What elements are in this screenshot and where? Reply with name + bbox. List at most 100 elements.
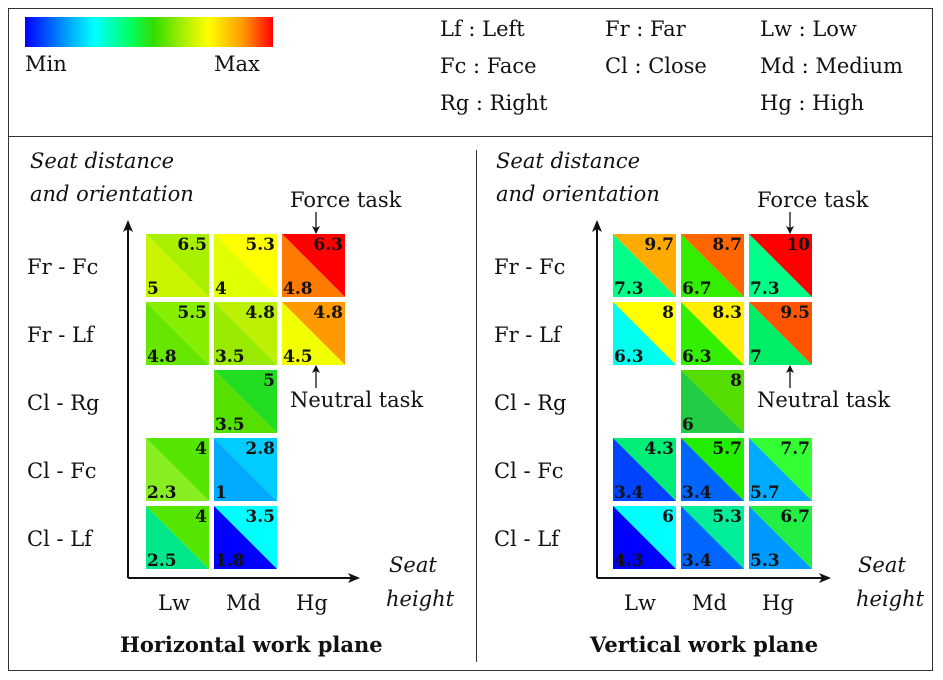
cell-p0-r0-c1: 5.34 [214, 234, 277, 299]
right-col-label-1: Md [692, 591, 727, 615]
neutral-triangle [613, 302, 676, 365]
cell-p0-r4-c0: 42.5 [146, 506, 209, 571]
neutral-value-label: 2.5 [147, 551, 177, 571]
right-row-label-1: Fr - Lf [494, 323, 561, 347]
cell-p1-r2-c1: 86 [681, 370, 744, 435]
cell-p0-r1-c2: 4.8 4.5 [282, 302, 345, 367]
neutral-triangle [146, 302, 209, 365]
cell-p1-r4-c1: 5.3 3.4 [681, 506, 744, 571]
cell-p1-r3-c2: 7.7 5.7 [749, 438, 812, 503]
neutral-value-label: 5.7 [750, 483, 780, 503]
force-value-label: 2.8 [245, 439, 275, 459]
left-row-label-3: Cl - Fc [27, 459, 97, 483]
neutral-value-label: 6.3 [614, 347, 644, 367]
neutral-value-label: 1 [215, 483, 227, 503]
cell-p1-r3-c0: 4.3 3.4 [613, 438, 676, 503]
neutral-value-label: 4 [215, 279, 227, 299]
neutral-value-label: 2.3 [147, 483, 177, 503]
neutral-triangle [681, 370, 744, 433]
force-value-label: 10 [786, 235, 810, 255]
neutral-triangle [613, 506, 676, 569]
neutral-value-label: 4.3 [614, 551, 644, 571]
cell-p0-r0-c2: 6.3 4.8 [282, 234, 345, 299]
neutral-triangle [749, 438, 812, 501]
cell-p0-r3-c1: 2.81 [214, 438, 277, 503]
force-value-label: 5.3 [245, 235, 275, 255]
neutral-value-label: 3.4 [614, 483, 644, 503]
left-x-axis-title-line1: Seat [389, 553, 437, 577]
right-neutral-task-label: Neutral task [757, 388, 891, 412]
neutral-value-label: 4.5 [283, 347, 313, 367]
neutral-triangle [214, 302, 277, 365]
neutral-value-label: 3.4 [682, 483, 712, 503]
neutral-value-label: 3.5 [215, 347, 245, 367]
cell-p0-r0-c0: 6.55 [146, 234, 209, 299]
neutral-triangle [146, 506, 209, 569]
force-value-label: 4.8 [245, 303, 275, 323]
neutral-value-label: 6.3 [682, 347, 712, 367]
left-neutral-task-label: Neutral task [290, 388, 424, 412]
neutral-value-label: 7.3 [614, 279, 644, 299]
cell-p1-r4-c0: 64.3 [613, 506, 676, 571]
abbrev-rg: Rg : Right [440, 91, 548, 115]
neutral-value-label: 6 [682, 415, 694, 435]
force-value-label: 9.5 [780, 303, 810, 323]
right-col-label-2: Hg [762, 591, 794, 615]
neutral-triangle [146, 438, 209, 501]
neutral-triangle [681, 234, 744, 297]
cell-p0-r1-c0: 5.5 4.8 [146, 302, 209, 367]
left-y-axis-title-line2: and orientation [30, 182, 194, 206]
force-value-label: 6 [662, 507, 674, 527]
cell-p0-r4-c1: 3.5 1.8 [214, 506, 277, 571]
neutral-value-label: 3.4 [682, 551, 712, 571]
force-value-label: 6.7 [780, 507, 810, 527]
force-value-label: 6.3 [313, 235, 343, 255]
cell-p1-r1-c1: 8.3 6.3 [681, 302, 744, 367]
cells-layer: 6.555.346.34.85.54.84.83.54.84.553.542.3… [146, 234, 812, 571]
neutral-triangle [681, 506, 744, 569]
force-value-label: 8.7 [712, 235, 742, 255]
right-row-label-0: Fr - Fc [494, 255, 566, 279]
neutral-value-label: 1.8 [215, 551, 245, 571]
right-row-label-4: Cl - Lf [494, 527, 559, 551]
right-x-axis-title-line1: Seat [858, 553, 906, 577]
neutral-triangle [613, 438, 676, 501]
neutral-triangle [681, 302, 744, 365]
neutral-triangle [282, 302, 345, 365]
force-value-label: 4 [195, 507, 207, 527]
neutral-value-label: 4.8 [283, 279, 313, 299]
cell-p1-r0-c0: 9.7 7.3 [613, 234, 676, 299]
left-row-label-1: Fr - Lf [27, 323, 94, 347]
left-row-label-0: Fr - Fc [27, 255, 99, 279]
cell-p1-r1-c0: 86.3 [613, 302, 676, 367]
right-panel-title: Vertical work plane [590, 632, 819, 657]
left-col-label-1: Md [226, 591, 261, 615]
neutral-triangle [681, 438, 744, 501]
right-y-axis-title-line1: Seat distance [496, 149, 641, 173]
right-force-task-label: Force task [757, 188, 869, 212]
neutral-triangle [749, 234, 812, 297]
force-value-label: 8.3 [712, 303, 742, 323]
neutral-triangle [214, 506, 277, 569]
force-value-label: 5.3 [712, 507, 742, 527]
left-row-label-2: Cl - Rg [27, 391, 100, 415]
neutral-triangle [749, 302, 812, 365]
left-x-axis-title-line2: height [386, 587, 455, 611]
neutral-triangle [749, 506, 812, 569]
panel-divider [476, 150, 477, 662]
cell-p1-r3-c1: 5.7 3.4 [681, 438, 744, 503]
cell-p1-r0-c1: 8.7 6.7 [681, 234, 744, 299]
legend-max-label: Max [214, 52, 260, 76]
cell-p0-r3-c0: 42.3 [146, 438, 209, 503]
figure-frame [8, 8, 933, 671]
neutral-value-label: 4.8 [147, 347, 177, 367]
right-x-axis-title-line2: height [856, 587, 925, 611]
force-value-label: 8 [662, 303, 674, 323]
right-y-axis-title-line2: and orientation [496, 182, 660, 206]
neutral-triangle [214, 438, 277, 501]
cell-p1-r4-c2: 6.7 5.3 [749, 506, 812, 571]
neutral-value-label: 6.7 [682, 279, 712, 299]
abbrev-md: Md : Medium [760, 54, 903, 78]
neutral-triangle [613, 234, 676, 297]
left-col-label-0: Lw [158, 591, 190, 615]
